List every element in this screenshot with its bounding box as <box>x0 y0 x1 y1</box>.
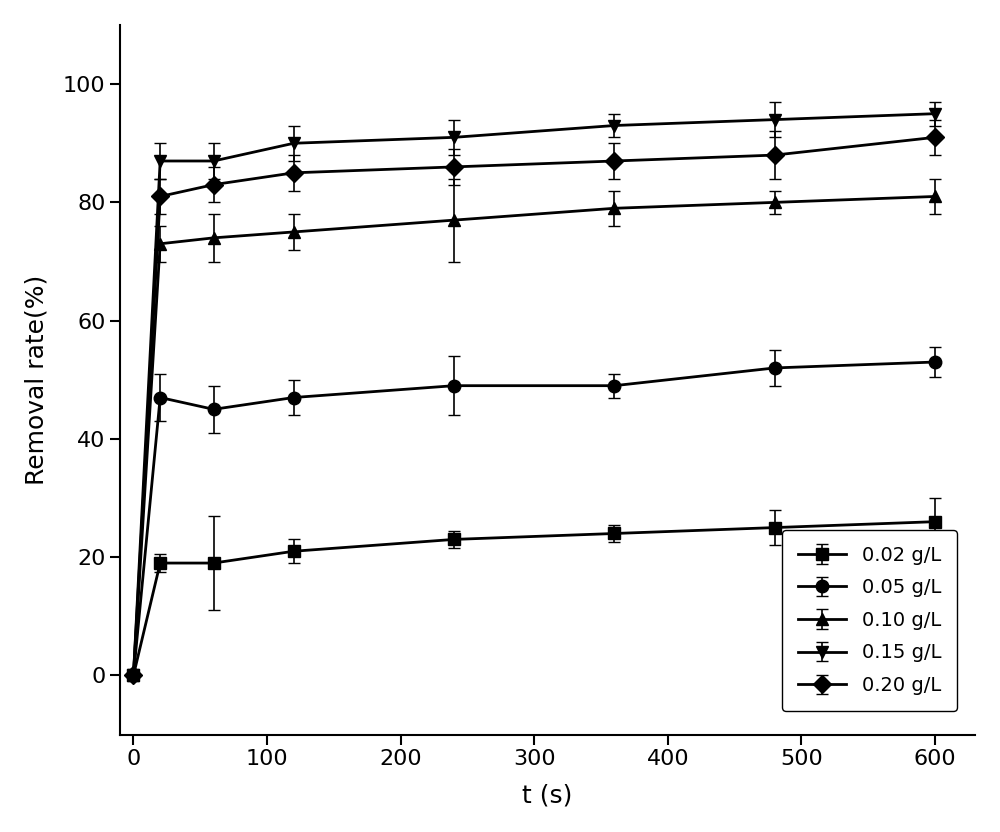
Y-axis label: Removal rate(%): Removal rate(%) <box>25 275 49 485</box>
Legend: 0.02 g/L, 0.05 g/L, 0.10 g/L, 0.15 g/L, 0.20 g/L: 0.02 g/L, 0.05 g/L, 0.10 g/L, 0.15 g/L, … <box>782 530 957 711</box>
X-axis label: t (s): t (s) <box>522 783 573 807</box>
